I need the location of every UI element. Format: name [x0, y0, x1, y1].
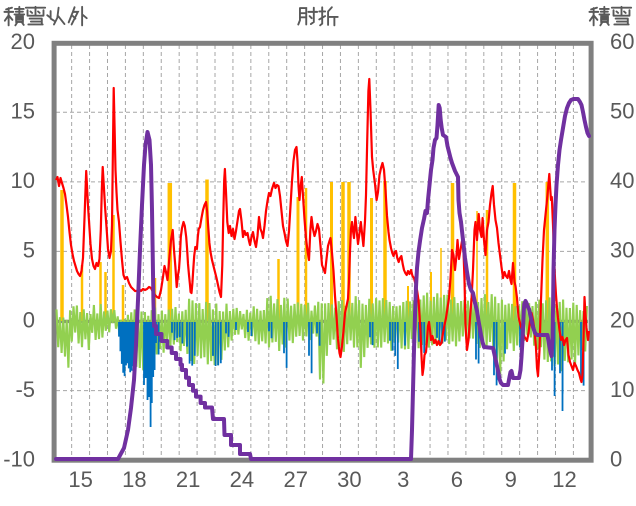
svg-text:15: 15: [11, 99, 35, 124]
svg-text:60: 60: [610, 29, 634, 54]
svg-text:20: 20: [11, 29, 35, 54]
svg-text:30: 30: [610, 238, 634, 263]
svg-text:10: 10: [11, 168, 35, 193]
svg-text:15: 15: [68, 467, 92, 492]
svg-text:-10: -10: [3, 447, 35, 472]
svg-text:5: 5: [23, 238, 35, 263]
svg-text:9: 9: [505, 467, 517, 492]
svg-text:3: 3: [397, 467, 409, 492]
svg-text:27: 27: [283, 467, 307, 492]
svg-text:40: 40: [610, 168, 634, 193]
svg-text:24: 24: [230, 467, 254, 492]
svg-text:50: 50: [610, 99, 634, 124]
svg-text:30: 30: [337, 467, 361, 492]
svg-text:-5: -5: [15, 377, 35, 402]
svg-text:0: 0: [610, 447, 622, 472]
svg-text:6: 6: [451, 467, 463, 492]
svg-text:18: 18: [122, 467, 146, 492]
svg-text:10: 10: [610, 377, 634, 402]
svg-text:12: 12: [552, 467, 576, 492]
svg-text:0: 0: [23, 307, 35, 332]
svg-text:20: 20: [610, 307, 634, 332]
svg-text:21: 21: [176, 467, 200, 492]
